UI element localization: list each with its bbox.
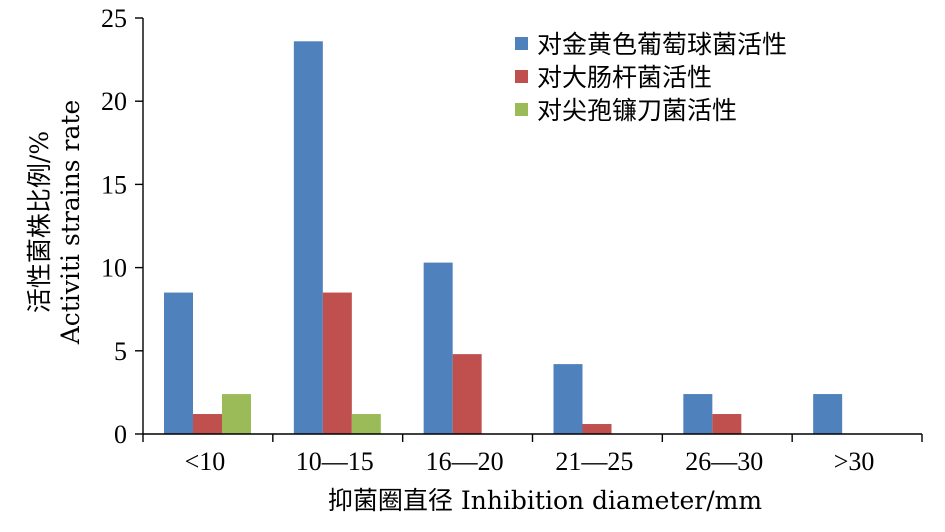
x-tick-label: >30	[834, 447, 875, 476]
y-tick-label: 20	[101, 87, 127, 116]
x-tick-label: 21—25	[555, 447, 633, 476]
bar-series-2-4	[712, 414, 742, 434]
y-tick-label: 5	[114, 337, 127, 366]
bar-series-1-1	[293, 41, 323, 435]
bar-series-1-4	[683, 394, 713, 434]
y-tick-label: 25	[101, 4, 127, 33]
legend-label: 对金黄色葡萄球菌活性	[537, 30, 787, 59]
bar-series-3-0	[222, 394, 251, 434]
bar-series-3-1	[351, 414, 381, 434]
x-tick-label: <10	[185, 447, 226, 476]
bar-series-1-2	[423, 262, 453, 434]
bar-series-1-0	[164, 292, 193, 434]
legend-swatch	[515, 103, 528, 116]
y-axis-ticks: 0 5 10 15 20 25	[101, 4, 143, 449]
x-axis-title: 抑菌圈直径 Inhibition diameter/mm	[328, 486, 762, 515]
bars	[164, 41, 843, 435]
y-tick-label: 15	[101, 170, 127, 199]
x-tick-label: 26—30	[685, 447, 763, 476]
y-axis-title-line-2: Activiti strains rate	[56, 100, 85, 346]
x-tick-label: 16—20	[426, 447, 504, 476]
legend-swatch	[515, 37, 528, 50]
bar-series-2-2	[452, 354, 482, 434]
y-axis-title-line-1: 活性菌株比例/%	[25, 131, 54, 313]
bar-series-1-3	[553, 364, 583, 434]
y-tick-label: 0	[114, 420, 127, 449]
legend-label: 对尖孢镰刀菌活性	[537, 96, 737, 125]
y-tick-label: 10	[101, 254, 127, 283]
legend-label: 对大肠杆菌活性	[537, 63, 712, 92]
bar-series-1-5	[813, 394, 843, 434]
x-tick-label: 10—15	[296, 447, 374, 476]
bar-series-2-0	[193, 414, 222, 434]
bar-series-2-3	[582, 424, 612, 434]
y-axis-title: 活性菌株比例/% Activiti strains rate	[25, 100, 85, 346]
bar-series-2-1	[322, 292, 352, 434]
legend-swatch	[515, 70, 528, 83]
x-axis-ticks: <10 10—15 16—20 21—25 26—30 >30	[142, 434, 923, 476]
